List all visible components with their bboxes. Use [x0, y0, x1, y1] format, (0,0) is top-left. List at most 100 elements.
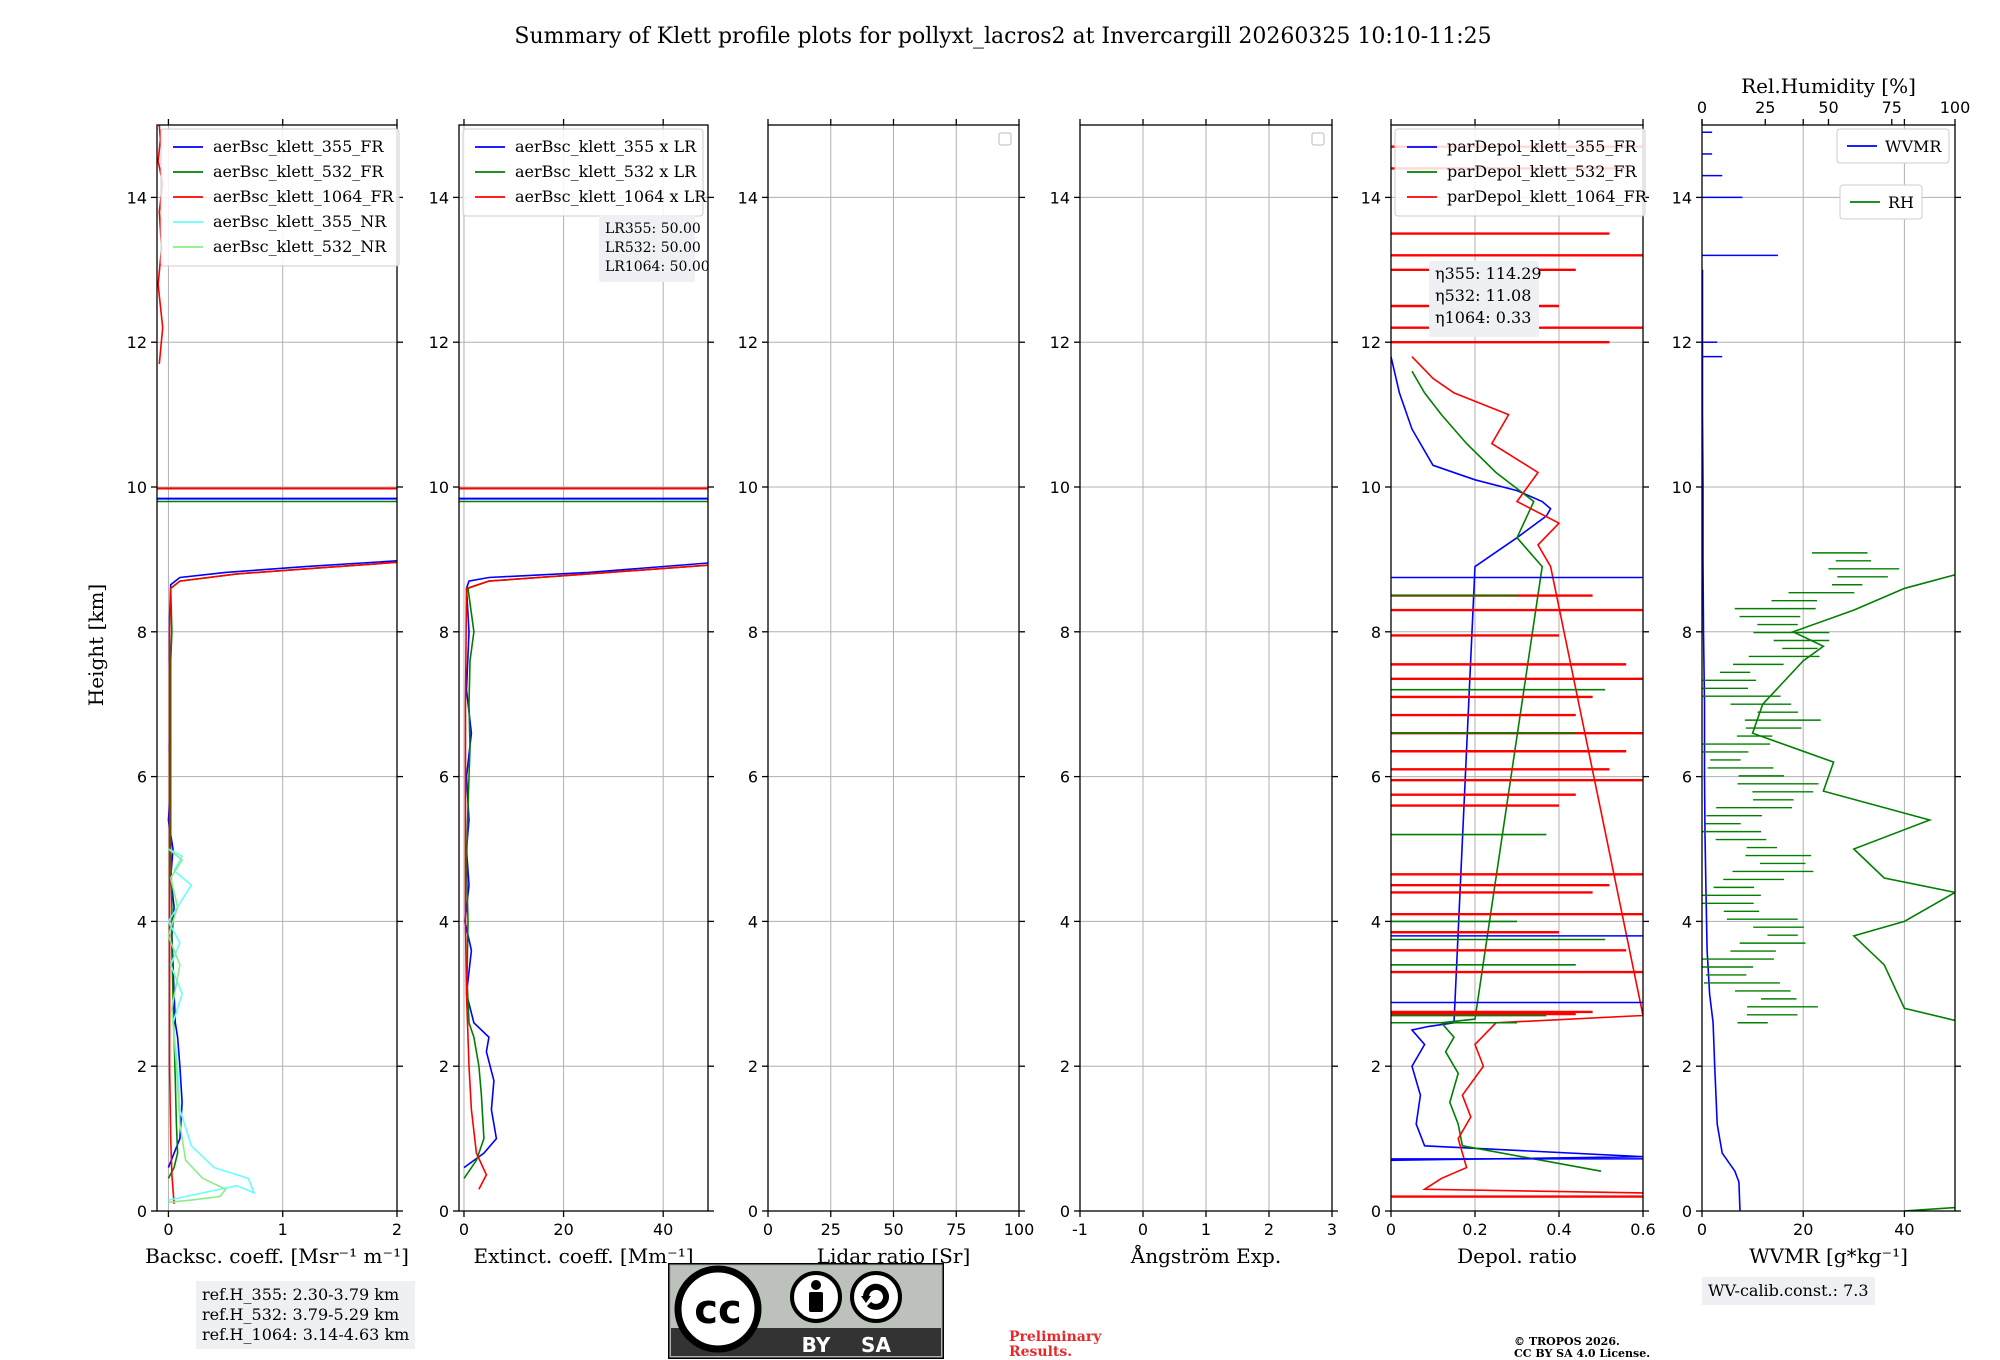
ext-series-aerbsc-klett-532-x-lr [463, 564, 708, 1179]
legend-label: WVMR [1885, 137, 1942, 156]
y-tick-label: 8 [1060, 623, 1070, 642]
y-tick-label: 0 [137, 1202, 147, 1221]
ext-x-axis-label: Extinct. coeff. [Mm⁻¹] [473, 1244, 693, 1268]
annotation-line: LR1064: 50.00 [605, 259, 710, 275]
share-alike-icon [850, 1271, 902, 1323]
y-tick-label: 2 [748, 1057, 758, 1076]
x-tick-label: 2 [1264, 1220, 1274, 1239]
x2-tick-label: 50 [1818, 98, 1838, 117]
reference-height-box: ref.H_355: 2.30-3.79 km ref.H_532: 3.79-… [196, 1281, 416, 1349]
legend-label: aerBsc_klett_355 x LR [515, 137, 697, 156]
y-tick-label: 14 [738, 188, 758, 207]
legend-frame [1836, 128, 1950, 164]
annotation-frame [1429, 261, 1539, 337]
x-tick-label: 20 [553, 1220, 573, 1239]
bsc-axes-frame [156, 124, 398, 1212]
y-tick-label: 6 [748, 768, 758, 787]
x-tick-label: 1 [278, 1220, 288, 1239]
legend-frame [1839, 184, 1923, 220]
extinction-panel: 0 2 4 6 8 10 12 14 0 20 40 Extinct. coeff. [Mm⁻¹] ae… [429, 119, 714, 1268]
y-tick-label: 4 [748, 912, 758, 931]
bsc-series-group [157, 125, 397, 1204]
x2-tick-label: 75 [1882, 98, 1902, 117]
x2-tick-label: 100 [1940, 98, 1971, 117]
y-tick-label: 4 [137, 912, 147, 931]
legend-label: aerBsc_klett_1064_FR [213, 187, 395, 206]
legend-frame [1394, 128, 1646, 217]
x-tick-label: 0 [1138, 1220, 1148, 1239]
depol-annotation-box: η355: 114.29 η532: 11.08 η1064: 0.33 [1429, 261, 1542, 337]
wv-calibration-box: WV-calib.const.: 7.3 [1702, 1277, 1875, 1305]
y-tick-label: 14 [127, 188, 147, 207]
x-tick-label: 0.4 [1546, 1220, 1571, 1239]
y-tick-label: 2 [137, 1057, 147, 1076]
ext-legend: aerBsc_klett_355 x LR aerBsc_klett_532 x … [462, 128, 707, 217]
annotation-line: LR355: 50.00 [605, 221, 701, 237]
x-tick-label: 0 [763, 1220, 773, 1239]
y-tick-label: 14 [1672, 188, 1692, 207]
legend-label: parDepol_klett_1064_FR [1447, 187, 1648, 206]
legend-label: aerBsc_klett_355_NR [213, 212, 387, 231]
legend-label: aerBsc_klett_532 x LR [515, 162, 697, 181]
y-axis-label: Height [km] [84, 584, 108, 706]
legend-label: parDepol_klett_532_FR [1447, 162, 1638, 181]
bsc-series-aerbsc-klett-1064-fr-upper [157, 125, 164, 364]
x2-tick-label: 25 [1755, 98, 1775, 117]
y-tick-label: 2 [439, 1057, 449, 1076]
y-tick-label: 12 [429, 333, 449, 352]
x-tick-label: 100 [1004, 1220, 1035, 1239]
legend-label: aerBsc_klett_355_FR [213, 137, 384, 156]
preliminary-line-1: Preliminary [1009, 1329, 1102, 1345]
y-tick-label: 8 [748, 623, 758, 642]
y-tick-label: 12 [738, 333, 758, 352]
y-tick-label: 12 [1050, 333, 1070, 352]
ang-x-axis-label: Ångström Exp. [1130, 1243, 1281, 1268]
sa-label: SA [861, 1333, 891, 1357]
x-tick-label: 50 [883, 1220, 903, 1239]
bsc-series-aerbsc-klett-1064-fr [168, 561, 397, 1204]
y-tick-label: 14 [429, 188, 449, 207]
depol-series-pardepol-klett-1064-fr [1411, 356, 1643, 1194]
depol-series-pardepol-klett-532-fr [1411, 370, 1602, 1172]
y-tick-label: 0 [748, 1202, 758, 1221]
bsc-series-aerbsc-klett-532-nr [167, 848, 227, 1204]
y-tick-label: 0 [439, 1202, 449, 1221]
y-tick-label: 12 [127, 333, 147, 352]
x-tick-label: 2 [392, 1220, 402, 1239]
bsc-x-axis-label: Backsc. coeff. [Msr⁻¹ m⁻¹] [145, 1244, 409, 1268]
annotation-line: η532: 11.08 [1435, 286, 1531, 305]
bsc-series-aerbsc-klett-355-fr [167, 560, 397, 1168]
wv-calibration-text: WV-calib.const.: 7.3 [1708, 1281, 1869, 1300]
x-tick-label: -1 [1072, 1220, 1088, 1239]
depol-panel: 0 2 4 6 8 10 12 14 0 0.2 0.4 0.6 Depol. ratio parDepo… [1361, 119, 1656, 1268]
figure-title: Summary of Klett profile plots for polly… [514, 24, 1491, 49]
y-tick-label: 6 [1371, 768, 1381, 787]
x-tick-label: 75 [946, 1220, 966, 1239]
wv-legend: WVMR RH [1836, 128, 1950, 220]
bsc-series-aerbsc-klett-355-nr [167, 848, 256, 1201]
y-tick-label: 0 [1371, 1202, 1381, 1221]
x2-axis-label: Rel.Humidity [%] [1741, 74, 1916, 98]
x-tick-label: 0 [163, 1220, 173, 1239]
ref-height-355: ref.H_355: 2.30-3.79 km [202, 1285, 400, 1304]
y-tick-label: 2 [1371, 1057, 1381, 1076]
ext-series-aerbsc-klett-355-x-lr [463, 562, 708, 1169]
x2-tick-label: 0 [1697, 98, 1707, 117]
x-tick-label: 3 [1327, 1220, 1337, 1239]
ref-height-1064: ref.H_1064: 3.14-4.63 km [202, 1325, 410, 1344]
annotation-line: η355: 114.29 [1435, 264, 1542, 283]
x-tick-label: 0.6 [1630, 1220, 1655, 1239]
ref-height-532: ref.H_532: 3.79-5.29 km [202, 1305, 400, 1324]
y-tick-label: 6 [439, 768, 449, 787]
copyright-line-2: CC BY SA 4.0 License. [1514, 1347, 1651, 1360]
copyright-line-1: © TROPOS 2026. [1514, 1335, 1620, 1348]
annotation-frame [599, 215, 695, 282]
legend-frame [462, 128, 704, 217]
by-label: BY [802, 1333, 831, 1357]
wv-x-axis-label: WVMR [g*kg⁻¹] [1749, 1244, 1908, 1268]
y-tick-label: 10 [1672, 478, 1692, 497]
